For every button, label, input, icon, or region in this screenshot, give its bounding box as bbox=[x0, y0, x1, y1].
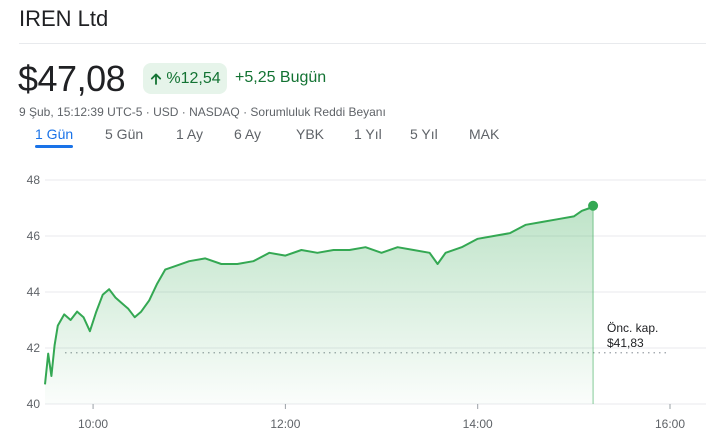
x-tick-label: 12:00 bbox=[270, 417, 300, 431]
tab-5-gun[interactable]: 5 Gün bbox=[105, 126, 144, 142]
tab-5-yil[interactable]: 5 Yıl bbox=[410, 126, 438, 142]
quote-meta: 9 Şub, 15:12:39 UTC-5 · USD · NASDAQ · S… bbox=[19, 105, 386, 119]
current-price: $47,08 bbox=[18, 58, 126, 99]
last-price-point bbox=[588, 200, 599, 211]
y-tick-label: 46 bbox=[27, 229, 41, 243]
stock-title: IREN Ltd bbox=[19, 6, 109, 31]
x-tick-label: 16:00 bbox=[655, 417, 685, 431]
tab-1-ay[interactable]: 1 Ay bbox=[176, 126, 203, 142]
y-tick-label: 42 bbox=[27, 341, 41, 355]
range-tabs: 1 Gün 5 Gün 1 Ay 6 Ay YBK 1 Yıl 5 Yıl MA… bbox=[0, 126, 706, 156]
x-tick-label: 14:00 bbox=[463, 417, 493, 431]
y-tick-label: 40 bbox=[27, 397, 41, 411]
y-tick-label: 48 bbox=[27, 173, 41, 187]
change-absolute: +5,25 Bugün bbox=[235, 69, 327, 86]
previous-close-value: $41,83 bbox=[607, 336, 644, 350]
change-percent: %12,54 bbox=[166, 69, 221, 87]
price-area bbox=[45, 205, 594, 404]
tab-6-ay[interactable]: 6 Ay bbox=[234, 126, 261, 142]
y-tick-label: 44 bbox=[27, 285, 41, 299]
arrow-up-icon bbox=[151, 73, 162, 85]
x-tick-label: 10:00 bbox=[78, 417, 108, 431]
header-divider bbox=[19, 43, 706, 44]
tab-1-gun[interactable]: 1 Gün bbox=[35, 126, 74, 148]
change-percent-badge: %12,54 bbox=[143, 63, 227, 94]
tab-mak[interactable]: MAK bbox=[469, 126, 500, 142]
tab-1-yil[interactable]: 1 Yıl bbox=[354, 126, 382, 142]
price-line bbox=[44, 204, 594, 385]
tab-ybk[interactable]: YBK bbox=[296, 126, 325, 142]
previous-close-label: Önc. kap. bbox=[607, 321, 658, 335]
